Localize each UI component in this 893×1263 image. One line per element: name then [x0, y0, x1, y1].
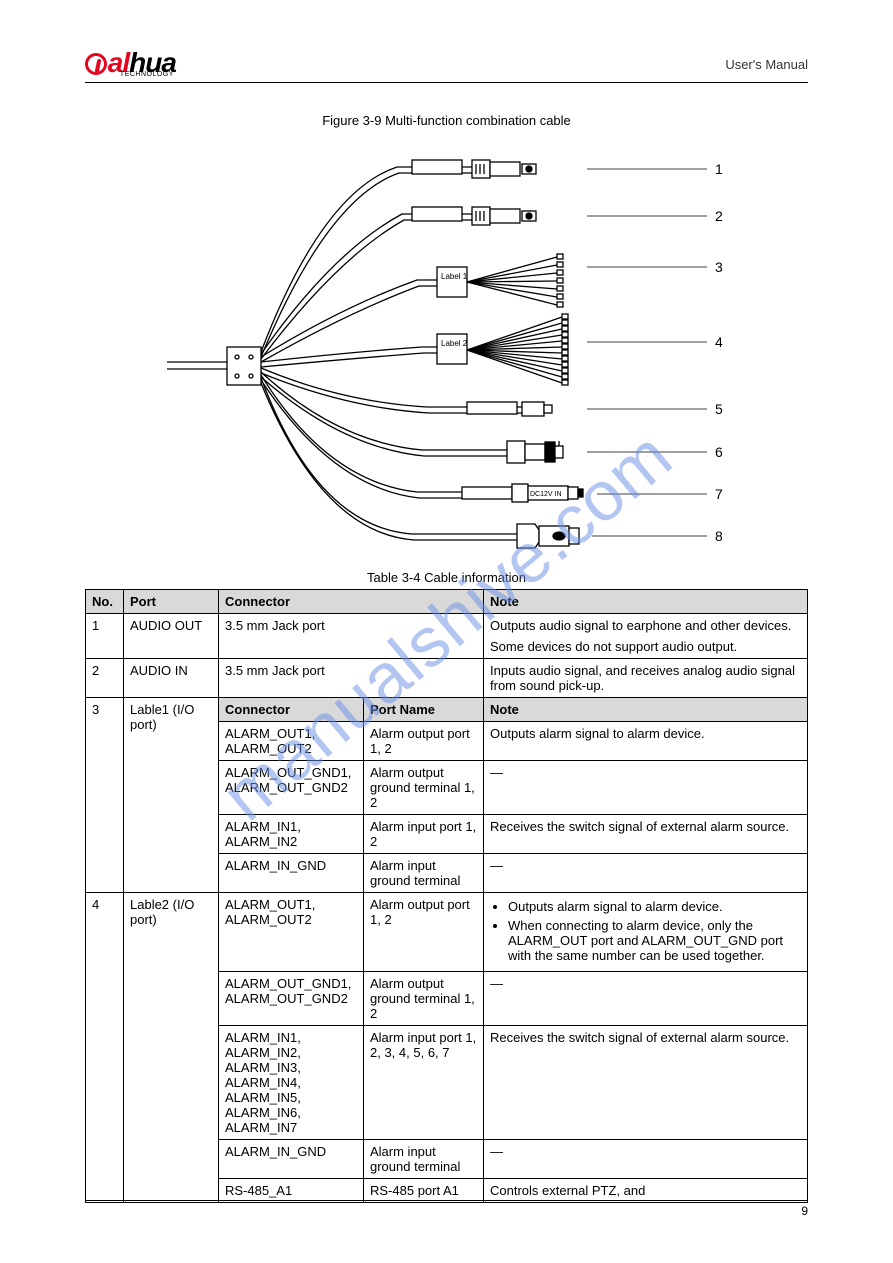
cell-note: Outputs audio signal to earphone and oth…	[484, 614, 808, 659]
cell-port: Lable2 (I/O port)	[124, 893, 219, 1203]
cell-note: Receives the switch signal of external a…	[484, 1026, 808, 1140]
note-line: Outputs audio signal to earphone and oth…	[490, 618, 801, 633]
cell-port: AUDIO IN	[124, 659, 219, 698]
cell-note: —	[484, 761, 808, 815]
table-row: 1 AUDIO OUT 3.5 mm Jack port Outputs aud…	[86, 614, 808, 659]
table-row: 4 Lable2 (I/O port) ALARM_OUT1, ALARM_OU…	[86, 893, 808, 972]
cell-port: AUDIO OUT	[124, 614, 219, 659]
cell-conn: ALARM_IN_GND	[219, 854, 364, 893]
svg-text:2: 2	[715, 208, 723, 224]
th-no: No.	[86, 590, 124, 614]
cell-name: Alarm output port 1, 2	[364, 893, 484, 972]
cell-name: Alarm input ground terminal	[364, 1140, 484, 1179]
cell-port: Lable1 (I/O port)	[124, 698, 219, 893]
svg-text:5: 5	[715, 401, 723, 417]
cell-name: Alarm input ground terminal	[364, 854, 484, 893]
brand-logo: alhua TECHNOLOGY	[85, 50, 176, 78]
cell-conn: ALARM_OUT_GND1, ALARM_OUT_GND2	[219, 972, 364, 1026]
footer-page-number: 9	[801, 1204, 808, 1218]
svg-text:7: 7	[715, 486, 723, 502]
note-bullet: Outputs alarm signal to alarm device.	[508, 899, 801, 914]
svg-text:Label 1: Label 1	[441, 272, 468, 281]
sub-th-note: Note	[484, 698, 808, 722]
sub-th-name: Port Name	[364, 698, 484, 722]
cell-name: Alarm output ground terminal 1, 2	[364, 761, 484, 815]
cell-conn: ALARM_OUT_GND1, ALARM_OUT_GND2	[219, 761, 364, 815]
cell-name: Alarm input port 1, 2	[364, 815, 484, 854]
cell-name: Alarm input port 1, 2, 3, 4, 5, 6, 7	[364, 1026, 484, 1140]
cell-no: 2	[86, 659, 124, 698]
svg-text:6: 6	[715, 444, 723, 460]
cell-conn: ALARM_OUT1, ALARM_OUT2	[219, 722, 364, 761]
table-caption: Table 3-4 Cable information	[85, 570, 808, 585]
cell-conn: ALARM_OUT1, ALARM_OUT2	[219, 893, 364, 972]
table-header-row: No. Port Connector Note	[86, 590, 808, 614]
th-note: Note	[484, 590, 808, 614]
cell-no: 3	[86, 698, 124, 893]
cable-diagram-svg: Label 1 Label 2	[167, 132, 727, 562]
svg-text:4: 4	[715, 334, 723, 350]
svg-text:Label 2: Label 2	[441, 339, 468, 348]
th-conn: Connector	[219, 590, 484, 614]
sub-th-conn: Connector	[219, 698, 364, 722]
th-port: Port	[124, 590, 219, 614]
cell-note: Outputs alarm signal to alarm device.	[484, 722, 808, 761]
cell-conn: ALARM_IN_GND	[219, 1140, 364, 1179]
svg-text:3: 3	[715, 259, 723, 275]
cell-conn: ALARM_IN1, ALARM_IN2, ALARM_IN3, ALARM_I…	[219, 1026, 364, 1140]
doc-title: User's Manual	[725, 57, 808, 72]
cell-no: 4	[86, 893, 124, 1203]
cable-info-table: No. Port Connector Note 1 AUDIO OUT 3.5 …	[85, 589, 808, 1203]
cell-conn: 3.5 mm Jack port	[219, 614, 484, 659]
cell-name: Alarm output ground terminal 1, 2	[364, 972, 484, 1026]
figure-diagram: Label 1 Label 2	[85, 132, 808, 562]
cell-note: Outputs alarm signal to alarm device. Wh…	[484, 893, 808, 972]
cell-note: —	[484, 854, 808, 893]
note-bullet: When connecting to alarm device, only th…	[508, 918, 801, 963]
cell-note: Receives the switch signal of external a…	[484, 815, 808, 854]
cell-note: Inputs audio signal, and receives analog…	[484, 659, 808, 698]
cell-conn: 3.5 mm Jack port	[219, 659, 484, 698]
cell-note: —	[484, 1140, 808, 1179]
note-line: Some devices do not support audio output…	[490, 639, 801, 654]
cell-name: Alarm output port 1, 2	[364, 722, 484, 761]
page-footer: 9	[85, 1200, 808, 1218]
cell-conn: ALARM_IN1, ALARM_IN2	[219, 815, 364, 854]
table-row: 2 AUDIO IN 3.5 mm Jack port Inputs audio…	[86, 659, 808, 698]
table-row: 3 Lable1 (I/O port) Connector Port Name …	[86, 698, 808, 722]
cell-no: 1	[86, 614, 124, 659]
svg-text:DC12V IN: DC12V IN	[530, 491, 562, 498]
svg-text:8: 8	[715, 528, 723, 544]
page-header: alhua TECHNOLOGY User's Manual	[85, 50, 808, 83]
figure-caption: Figure 3-9 Multi-function combination ca…	[85, 113, 808, 128]
svg-text:1: 1	[715, 161, 723, 177]
cell-note: —	[484, 972, 808, 1026]
